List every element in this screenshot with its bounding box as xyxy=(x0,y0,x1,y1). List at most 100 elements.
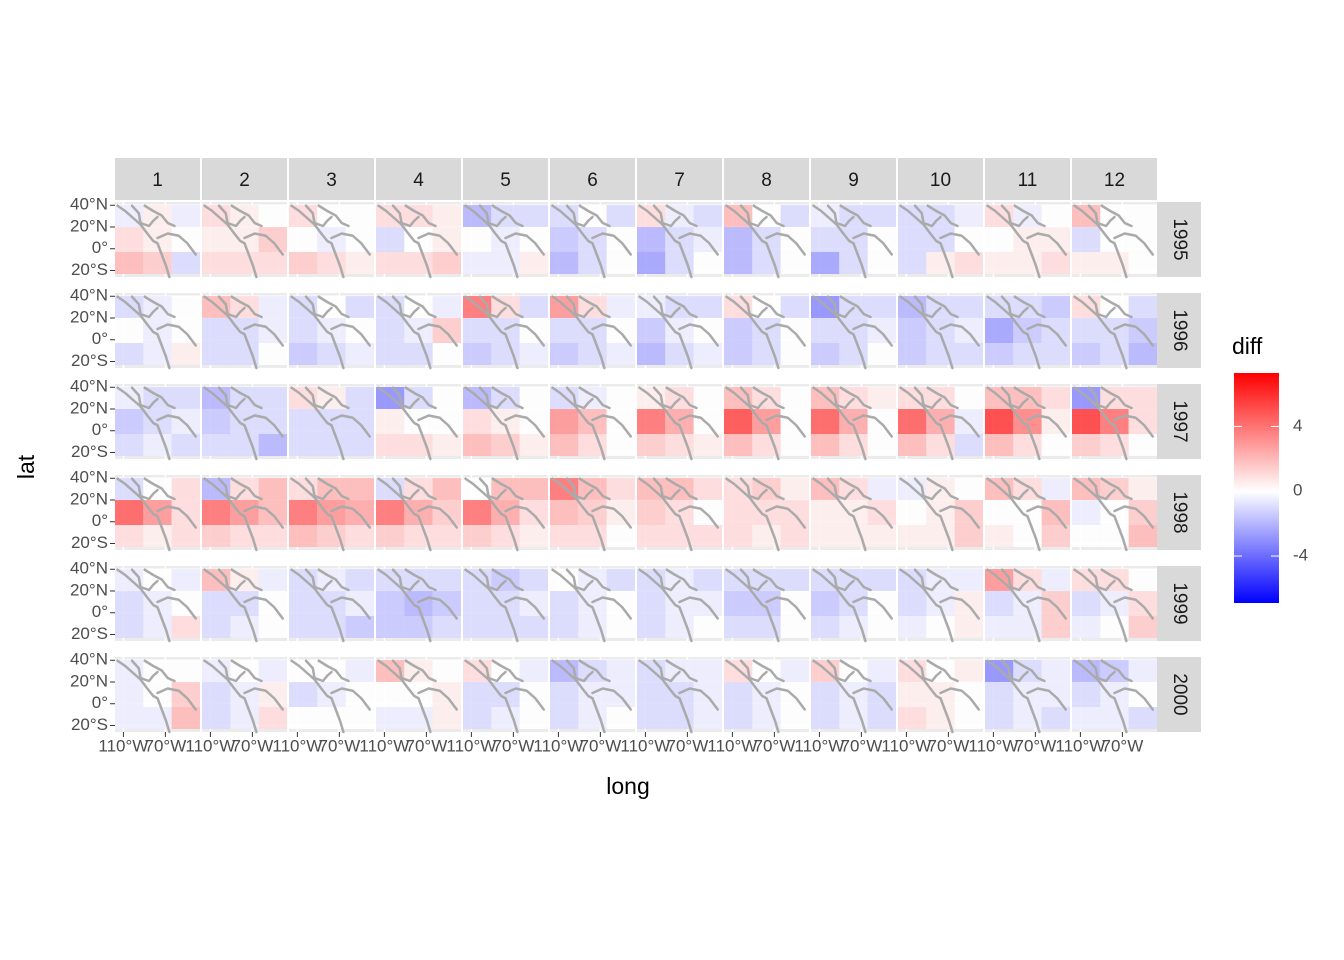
coastline xyxy=(230,568,263,592)
heat-cell xyxy=(985,409,1014,434)
panel xyxy=(898,202,983,279)
heat-cell xyxy=(867,205,896,227)
coastline xyxy=(812,659,867,734)
heat-cell xyxy=(985,434,1014,456)
heat-cell xyxy=(724,682,753,707)
coastline xyxy=(725,568,780,643)
x-tick-label: 70°W xyxy=(405,736,447,755)
coastline xyxy=(203,659,258,734)
heat-cell xyxy=(867,227,896,252)
heat-cell xyxy=(1128,318,1157,343)
panel xyxy=(463,202,548,279)
heat-cell xyxy=(289,500,318,525)
heat-cell xyxy=(693,682,722,707)
heat-cell xyxy=(345,591,374,616)
heat-cell xyxy=(724,434,753,456)
heat-cell xyxy=(115,343,144,365)
heat-cell xyxy=(1013,434,1042,456)
heat-cell xyxy=(1013,252,1042,274)
coastline xyxy=(765,232,806,256)
coastline xyxy=(1013,477,1046,501)
strip xyxy=(1157,384,1201,459)
coastline xyxy=(591,505,632,529)
heat-cell xyxy=(1013,616,1042,638)
panel xyxy=(289,293,374,370)
heat-cell xyxy=(839,409,868,434)
panel xyxy=(550,384,635,461)
heat-cell xyxy=(1100,434,1129,456)
heat-cell xyxy=(143,616,172,638)
heat-cell xyxy=(926,707,955,729)
heat-cell xyxy=(519,227,548,252)
coastline xyxy=(986,568,1041,643)
heat-cell xyxy=(143,252,172,274)
coastline xyxy=(1100,295,1133,319)
col-strip-label: 9 xyxy=(848,170,859,191)
coastline xyxy=(939,232,980,256)
heat-cell xyxy=(693,205,722,227)
heat-cell xyxy=(811,343,840,365)
y-tick-label: 20°S xyxy=(71,715,108,734)
coastline xyxy=(678,323,719,347)
heat-cell xyxy=(898,252,927,274)
coastline xyxy=(478,204,507,228)
heat-cell xyxy=(606,682,635,707)
heat-cell xyxy=(258,409,287,434)
heat-cell xyxy=(606,616,635,638)
heat-cell xyxy=(317,500,346,525)
heat-cell xyxy=(230,500,259,525)
y-tick-label: 40°N xyxy=(70,468,108,487)
heat-cell xyxy=(463,682,492,707)
heat-cell xyxy=(1100,318,1129,343)
coastline xyxy=(156,414,197,438)
heat-cell xyxy=(578,318,607,343)
heat-cell xyxy=(693,387,722,409)
coastline xyxy=(913,204,942,228)
heat-cell xyxy=(345,660,374,682)
coastline xyxy=(464,386,519,461)
heat-cell xyxy=(432,569,461,591)
coastline xyxy=(317,204,350,228)
heat-cell xyxy=(317,409,346,434)
panel xyxy=(637,657,722,734)
coastline xyxy=(725,477,780,552)
coastline xyxy=(1013,386,1046,410)
heat-cell xyxy=(1100,227,1129,252)
heat-cell xyxy=(693,591,722,616)
coastline xyxy=(839,568,872,592)
heat-cell xyxy=(550,409,579,434)
x-axis-title: long xyxy=(606,773,649,799)
coastline xyxy=(143,568,176,592)
heat-cell xyxy=(258,569,287,591)
coastline xyxy=(304,568,333,592)
coastline xyxy=(404,477,437,501)
coastline xyxy=(404,659,437,683)
panel xyxy=(637,202,722,279)
coastline xyxy=(839,659,872,683)
coastline xyxy=(939,323,980,347)
heat-cell xyxy=(780,525,809,547)
heat-cell xyxy=(1041,296,1070,318)
coastline xyxy=(652,659,681,683)
heat-cell xyxy=(345,409,374,434)
heat-cell xyxy=(463,434,492,456)
panel xyxy=(463,566,548,643)
heat-cell xyxy=(693,252,722,274)
heat-cell xyxy=(317,318,346,343)
coastline xyxy=(504,323,545,347)
coastline xyxy=(926,568,959,592)
heat-cell xyxy=(926,591,955,616)
heat-cell xyxy=(1041,500,1070,525)
heat-cell xyxy=(985,591,1014,616)
heat-cell xyxy=(780,660,809,682)
heat-cell xyxy=(780,318,809,343)
heat-cell xyxy=(432,682,461,707)
heat-cell xyxy=(926,227,955,252)
coastline xyxy=(404,386,437,410)
coastline xyxy=(1100,386,1133,410)
coastline xyxy=(665,204,698,228)
heat-cell xyxy=(780,434,809,456)
y-tick-label: 0° xyxy=(92,238,108,257)
panel xyxy=(724,566,809,643)
coastline xyxy=(812,477,867,552)
